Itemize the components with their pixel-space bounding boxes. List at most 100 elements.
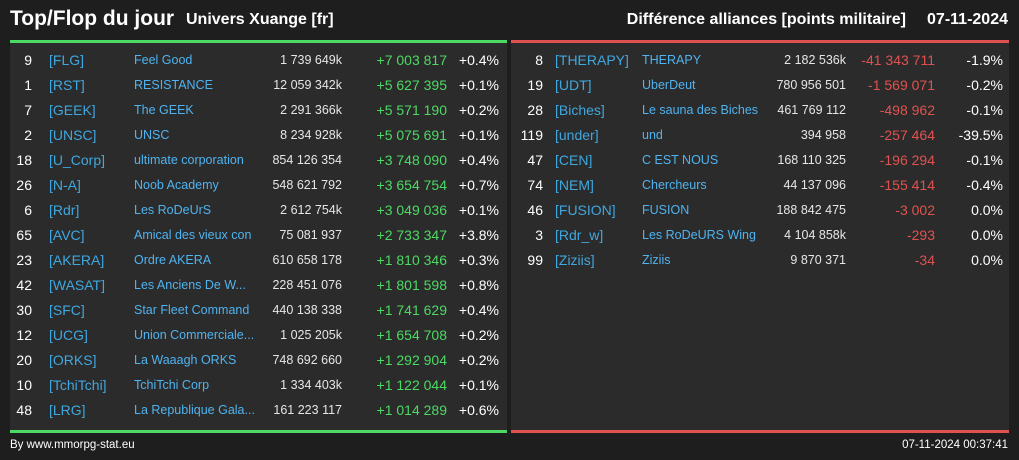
table-row: 20 [ORKS] La Waaagh ORKS 748 692 660 +1 292 … — [10, 348, 507, 373]
points-cell: 4 104 858k — [784, 228, 846, 242]
points-cell: 44 137 096 — [783, 178, 846, 192]
percent-cell: +3.8% — [458, 227, 499, 243]
diff-cell: +1 292 904 — [376, 352, 447, 368]
source-credit: By www.mmorpg-stat.eu — [10, 439, 135, 451]
alliance-tag-link[interactable]: [THERAPY] — [555, 52, 629, 68]
alliance-tag-link[interactable]: [GEEK] — [49, 102, 96, 118]
alliance-tag-link[interactable]: [TchiTchi] — [49, 377, 107, 393]
alliance-tag-link[interactable]: [WASAT] — [49, 277, 105, 293]
diff-cell: +1 801 598 — [376, 277, 447, 293]
diff-cell: +7 003 817 — [376, 52, 447, 68]
table-row: 18 [U_Corp] ultimate corporation 854 126 35… — [10, 148, 507, 173]
points-cell: 440 138 338 — [272, 303, 342, 317]
table-row: 99 [Ziziis] Ziziis 9 870 371 -34 0.0% — [511, 248, 1009, 273]
percent-cell: -0.4% — [966, 177, 1003, 193]
rank-cell: 8 — [535, 52, 543, 68]
alliance-tag-link[interactable]: [SFC] — [49, 302, 85, 318]
diff-cell: -293 — [906, 227, 935, 243]
alliance-tag-link[interactable]: [FLG] — [49, 52, 85, 68]
percent-cell: +0.4% — [458, 302, 499, 318]
table-row: 42 [WASAT] Les Anciens De W... 228 451 076 +… — [10, 273, 507, 298]
points-cell: 161 223 117 — [273, 403, 342, 417]
alliance-tag-link[interactable]: [CEN] — [555, 152, 593, 168]
points-cell: 1 025 205k — [280, 328, 342, 342]
alliance-tag-link[interactable]: [UCG] — [49, 327, 88, 343]
alliance-tag-link[interactable]: [Rdr_w] — [555, 227, 604, 243]
alliance-tag-link[interactable]: [NEM] — [555, 177, 594, 193]
percent-cell: +0.6% — [458, 402, 499, 418]
percent-cell: 0.0% — [971, 252, 1003, 268]
table-row: 119 [under] und 394 958 -257 464 -39.5% — [511, 123, 1009, 148]
points-cell: 461 769 112 — [777, 103, 846, 117]
table-row: 46 [FUSION] FUSION 188 842 475 -3 002 0.0% — [511, 198, 1009, 223]
percent-cell: +0.1% — [458, 127, 499, 143]
diff-cell: -41 343 711 — [861, 52, 935, 68]
alliance-tag-link[interactable]: [N-A] — [49, 177, 81, 193]
rank-cell: 99 — [527, 252, 543, 268]
percent-cell: +0.1% — [458, 202, 499, 218]
alliance-tag-link[interactable]: [Rdr] — [49, 202, 80, 218]
table-row: 30 [SFC] Star Fleet Command 440 138 338 +1 7… — [10, 298, 507, 323]
table-row: 65 [AVC] Amical des vieux con 75 081 937 +2 … — [10, 223, 507, 248]
table-row: 19 [UDT] UberDeut 780 956 501 -1 569 071 -0.2… — [511, 73, 1009, 98]
points-cell: 168 110 325 — [777, 153, 846, 167]
rank-cell: 47 — [527, 152, 543, 168]
rank-cell: 6 — [24, 202, 32, 218]
diff-cell: -196 294 — [879, 152, 935, 168]
points-cell: 2 182 536k — [784, 53, 846, 67]
diff-cell: +1 810 346 — [376, 252, 447, 268]
diff-cell: +1 741 629 — [376, 302, 447, 318]
table-row: 47 [CEN] C EST NOUS 168 110 325 -196 294 -0.1… — [511, 148, 1009, 173]
diff-cell: +5 627 395 — [376, 77, 447, 93]
top-gainers-panel: 9 [FLG] Feel Good 1 739 649k +7 003 817 +0.4%… — [10, 40, 507, 433]
table-row: 48 [LRG] La Republique Gala... 161 223 117 +… — [10, 398, 507, 423]
rank-cell: 42 — [16, 277, 32, 293]
percent-cell: +0.2% — [458, 102, 499, 118]
alliance-tag-link[interactable]: [Ziziis] — [555, 252, 595, 268]
alliance-tag-link[interactable]: [UDT] — [555, 77, 592, 93]
alliance-tag-link[interactable]: [RST] — [49, 77, 85, 93]
points-cell: 188 842 475 — [776, 203, 846, 217]
rank-cell: 10 — [16, 377, 32, 393]
alliance-tag-link[interactable]: [AVC] — [49, 227, 85, 243]
rank-cell: 20 — [16, 352, 32, 368]
alliance-tag-link[interactable]: [LRG] — [49, 402, 86, 418]
points-cell: 2 291 366k — [280, 103, 342, 117]
alliance-tag-link[interactable]: [U_Corp] — [49, 152, 106, 168]
diff-cell: -1 569 071 — [868, 77, 935, 93]
diff-cell: -498 962 — [879, 102, 935, 118]
universe-label: Univers Xuange [fr] — [186, 11, 334, 28]
diff-cell: +1 654 708 — [376, 327, 447, 343]
points-cell: 854 126 354 — [272, 153, 342, 167]
table-row: 74 [NEM] Chercheurs 44 137 096 -155 414 -0.4% — [511, 173, 1009, 198]
alliance-tag-link[interactable]: [FUSION] — [555, 202, 616, 218]
diff-cell: +5 571 190 — [376, 102, 447, 118]
points-cell: 2 612 754k — [280, 203, 342, 217]
alliance-tag-link[interactable]: [ORKS] — [49, 352, 97, 368]
table-row: 8 [THERAPY] THERAPY 2 182 536k -41 343 711 -1… — [511, 48, 1009, 73]
rank-cell: 74 — [527, 177, 543, 193]
percent-cell: 0.0% — [971, 202, 1003, 218]
alliance-tag-link[interactable]: [UNSC] — [49, 127, 97, 143]
rank-cell: 7 — [24, 102, 32, 118]
diff-cell: +5 075 691 — [376, 127, 447, 143]
percent-cell: -0.1% — [966, 152, 1003, 168]
diff-cell: -257 464 — [879, 127, 935, 143]
diff-cell: -3 002 — [895, 202, 935, 218]
diff-cell: +3 748 090 — [376, 152, 447, 168]
percent-cell: +0.8% — [458, 277, 499, 293]
alliance-tag-link[interactable]: [under] — [555, 127, 599, 143]
alliance-tag-link[interactable]: [AKERA] — [49, 252, 105, 268]
diff-cell: +2 733 347 — [376, 227, 447, 243]
table-row: 1 [RST] RESISTANCE 12 059 342k +5 627 395 +0.… — [10, 73, 507, 98]
diff-cell: +3 654 754 — [376, 177, 447, 193]
alliance-tag-link[interactable]: [Biches] — [555, 102, 605, 118]
table-row: 3 [Rdr_w] Les RoDeURS Wing 4 104 858k -293 0.… — [511, 223, 1009, 248]
rank-cell: 19 — [527, 77, 543, 93]
points-cell: 548 621 792 — [272, 178, 342, 192]
rank-cell: 48 — [16, 402, 32, 418]
diff-cell: +1 122 044 — [376, 377, 447, 393]
table-row: 26 [N-A] Noob Academy 548 621 792 +3 654 754… — [10, 173, 507, 198]
rank-cell: 26 — [16, 177, 32, 193]
percent-cell: +0.4% — [458, 52, 499, 68]
